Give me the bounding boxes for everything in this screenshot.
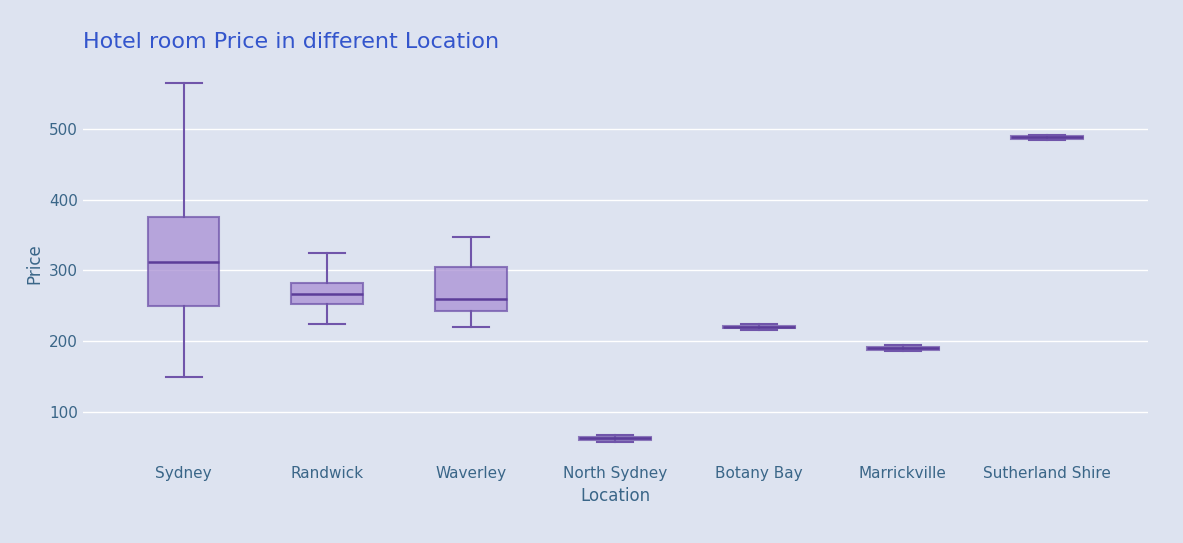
PathPatch shape <box>723 326 795 329</box>
PathPatch shape <box>435 267 508 311</box>
PathPatch shape <box>291 283 363 305</box>
Text: Hotel room Price in different Location: Hotel room Price in different Location <box>83 33 499 53</box>
X-axis label: Location: Location <box>580 487 651 505</box>
Y-axis label: Price: Price <box>25 243 44 284</box>
PathPatch shape <box>1010 136 1082 139</box>
PathPatch shape <box>580 437 651 440</box>
PathPatch shape <box>867 347 939 350</box>
PathPatch shape <box>148 217 220 306</box>
